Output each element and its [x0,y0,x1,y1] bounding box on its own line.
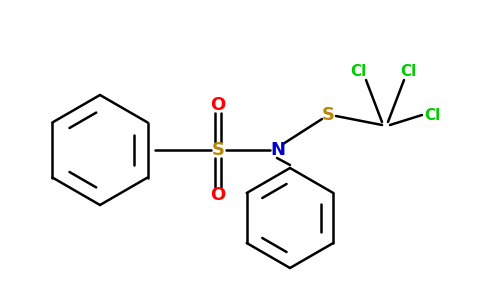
Text: S: S [321,106,334,124]
Text: Cl: Cl [350,64,366,80]
Text: N: N [271,141,286,159]
Text: Cl: Cl [424,107,440,122]
Text: Cl: Cl [400,64,416,80]
Text: O: O [211,96,226,114]
Text: S: S [212,141,225,159]
Text: O: O [211,186,226,204]
